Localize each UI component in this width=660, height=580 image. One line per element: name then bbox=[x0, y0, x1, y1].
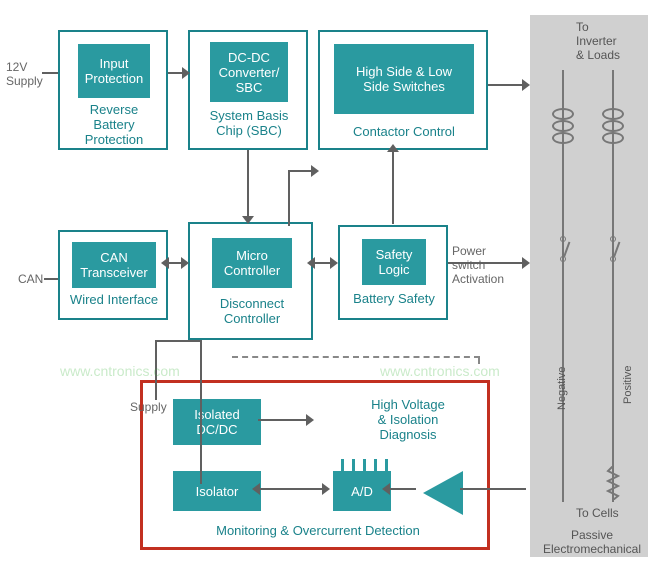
inner-input-protection: Input Protection bbox=[78, 44, 150, 98]
inner-switches: High Side & Low Side Switches bbox=[334, 44, 474, 114]
label-input-protection: Reverse Battery Protection bbox=[64, 102, 164, 147]
inner-can: CAN Transceiver bbox=[72, 242, 156, 288]
passive-panel bbox=[530, 15, 648, 557]
hv-diag-label: High Voltage & Isolation Diagnosis bbox=[343, 397, 473, 442]
dash1 bbox=[232, 356, 480, 358]
ad-comb bbox=[339, 459, 387, 471]
ah-ms-r bbox=[330, 257, 338, 269]
label-safety: Battery Safety bbox=[344, 291, 444, 306]
amp-triangle bbox=[423, 471, 463, 515]
label-can: Wired Interface bbox=[64, 292, 164, 307]
arr-micro-sw-h bbox=[288, 170, 312, 172]
block-input-protection: Input Protection Reverse Battery Protect… bbox=[58, 30, 168, 150]
watermark2: www.cntronics.com bbox=[380, 363, 500, 379]
arr-dcdc-micro bbox=[247, 150, 249, 216]
label-switches: Contactor Control bbox=[324, 124, 484, 139]
arr-safety-out bbox=[448, 262, 524, 264]
label-micro: Disconnect Controller bbox=[194, 296, 310, 326]
ah-dcdc-micro bbox=[242, 216, 254, 224]
power-sw: Power switch Activation bbox=[452, 244, 522, 286]
watermark1: www.cntronics.com bbox=[60, 363, 180, 379]
arr-ip-dcdc bbox=[168, 72, 182, 74]
ah-ip-dcdc bbox=[182, 67, 190, 79]
sw-pos bbox=[607, 236, 621, 264]
block-switches: High Side & Low Side Switches Contactor … bbox=[318, 30, 488, 150]
arr-isodc-r bbox=[258, 419, 308, 421]
ah-can-micro-r bbox=[181, 257, 189, 269]
monitoring-label: Monitoring & Overcurrent Detection bbox=[153, 523, 483, 538]
block-can: CAN Transceiver Wired Interface bbox=[58, 230, 168, 320]
supply2: Supply bbox=[130, 400, 180, 414]
arr-micro-down bbox=[200, 340, 202, 484]
arr-micro-down2 bbox=[155, 340, 157, 400]
ah-ad-tri bbox=[382, 483, 390, 495]
label-dcdc: System Basis Chip (SBC) bbox=[194, 108, 304, 138]
inner-iso-dcdc: Isolated DC/DC bbox=[173, 399, 261, 445]
ah-sw-panel bbox=[522, 79, 530, 91]
passive-label: Passive Electromechanical bbox=[532, 528, 652, 556]
block-dcdc: DC-DC Converter/ SBC System Basis Chip (… bbox=[188, 30, 308, 150]
block-monitoring: Isolated DC/DC Isolator A/D High Voltage… bbox=[140, 380, 490, 550]
inner-isolator: Isolator bbox=[173, 471, 261, 511]
arr-can-micro bbox=[168, 262, 182, 264]
to-cells-label: To Cells bbox=[576, 506, 640, 520]
ah-safety-out bbox=[522, 257, 530, 269]
arr-iso-ad bbox=[258, 488, 324, 490]
arr-micro-sw-v bbox=[288, 170, 290, 226]
inner-dcdc: DC-DC Converter/ SBC bbox=[210, 42, 288, 102]
ah-micro-sw bbox=[311, 165, 319, 177]
resistor bbox=[606, 466, 620, 500]
neg-text: Negative bbox=[556, 367, 568, 410]
arr-12v bbox=[42, 72, 58, 74]
arr-tri-out bbox=[460, 488, 526, 490]
pos-text: Positive bbox=[622, 365, 634, 404]
inverter-label: To Inverter & Loads bbox=[576, 20, 648, 62]
inner-safety: Safety Logic bbox=[362, 239, 426, 285]
coil-pos bbox=[602, 108, 624, 150]
arr-ad-tri bbox=[388, 488, 416, 490]
ah-can-micro-l bbox=[161, 257, 169, 269]
ah-ms-l bbox=[307, 257, 315, 269]
arr-can-in bbox=[44, 278, 58, 280]
ah-iso-ad-r bbox=[322, 483, 330, 495]
ah-safety-sw bbox=[387, 144, 399, 152]
dash1v bbox=[478, 356, 480, 364]
sw-neg bbox=[557, 236, 571, 264]
supply-12v: 12V Supply bbox=[6, 60, 56, 88]
coil-neg bbox=[552, 108, 574, 150]
ah-iso-ad-l bbox=[252, 483, 260, 495]
block-safety: Safety Logic Battery Safety bbox=[338, 225, 448, 320]
arr-safety-sw bbox=[392, 150, 394, 224]
arr-sw-panel bbox=[488, 84, 524, 86]
ah-isodc-r bbox=[306, 414, 314, 426]
block-micro: Micro Controller Disconnect Controller bbox=[188, 222, 313, 340]
inner-micro: Micro Controller bbox=[212, 238, 292, 288]
arr-micro-down2h bbox=[155, 340, 202, 342]
